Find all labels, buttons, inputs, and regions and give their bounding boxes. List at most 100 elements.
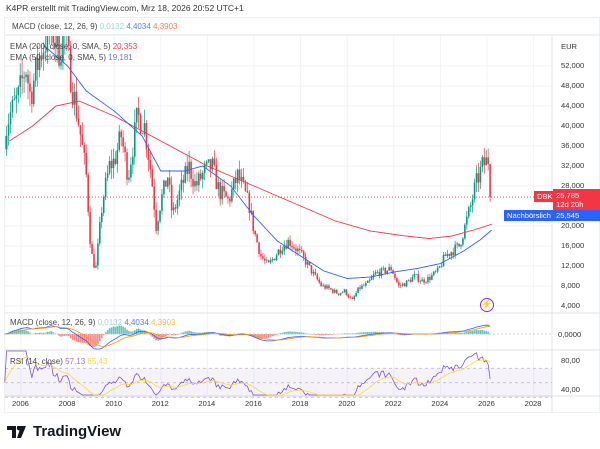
candle-body	[188, 161, 190, 174]
candle-body	[155, 209, 157, 231]
candle-body	[417, 274, 420, 282]
afterhours-tag: Nachbörslich	[504, 210, 554, 221]
tradingview-logo[interactable]: TradingView	[7, 423, 121, 440]
legend-ema200-name: EMA (200, close, 0, SMA, 5)	[10, 42, 111, 51]
macd-histogram-bar	[355, 333, 357, 335]
candle-body	[180, 179, 183, 191]
time-axis-tick: 2024	[431, 399, 449, 408]
candle-body	[38, 55, 41, 71]
candle-body	[91, 243, 93, 254]
macd-histogram-bar	[291, 331, 293, 335]
legend-macd-pane[interactable]: MACD (close, 12, 26, 9) 0,0132 4,4034 4,…	[10, 318, 175, 327]
rsi-axis-tick-80: 80,00	[561, 356, 581, 365]
candle-body	[56, 36, 58, 47]
macd-histogram-bar	[149, 334, 152, 336]
candle-body	[159, 210, 161, 222]
candle-body	[58, 36, 60, 66]
last-price-tag: 25,785 12d 20h	[553, 189, 600, 210]
macd-histogram-bar	[242, 333, 245, 335]
candle-body	[248, 192, 251, 214]
rsi-ma-line	[4, 356, 491, 396]
candle-body	[89, 211, 91, 244]
candle-body	[79, 125, 82, 135]
macd-histogram-bar	[485, 330, 488, 335]
candle-body	[170, 184, 173, 211]
macd-histogram-bar	[50, 331, 53, 335]
legend-ema200-value: 20,353	[112, 42, 138, 51]
macd-histogram-bar	[71, 334, 74, 341]
macd-histogram-bar	[283, 332, 286, 335]
macd-histogram-bar	[135, 328, 138, 335]
macd-axis-tick: 0,0000	[558, 330, 582, 339]
candle-body	[126, 152, 128, 180]
candle-body	[31, 91, 33, 104]
legend-ema50[interactable]: EMA (50, close, 0, SMA, 5) 19,181	[10, 53, 133, 62]
legend-rsi-name: RSI (14, close)	[10, 357, 63, 366]
candle-body	[33, 80, 35, 104]
macd-histogram-bar	[69, 334, 72, 339]
legend-rsi[interactable]: RSI (14, close) 57,13 85,43	[10, 357, 107, 366]
macd-histogram-bar	[66, 334, 68, 336]
candle-body	[87, 174, 89, 212]
candle-body	[267, 260, 270, 263]
macd-histogram-bar	[118, 325, 121, 335]
candle-body	[452, 252, 455, 256]
currency-label: EUR	[561, 42, 578, 51]
macd-histogram-bar	[363, 332, 365, 335]
candle-body	[462, 238, 464, 245]
candle-body	[473, 182, 476, 200]
candle-body	[302, 251, 305, 257]
candle-body	[283, 245, 286, 251]
candle-body	[464, 224, 466, 239]
candle-body	[192, 178, 194, 187]
candle-body	[322, 285, 324, 287]
candle-body	[172, 207, 175, 211]
candle-body	[196, 181, 198, 186]
candle-body	[471, 199, 474, 206]
macd-histogram-bar	[475, 329, 478, 335]
macd-histogram-bar	[95, 334, 97, 347]
candle-body	[335, 290, 338, 294]
candle-body	[100, 212, 103, 223]
time-axis-tick: 2020	[338, 399, 356, 408]
macd-histogram-bar	[174, 334, 177, 336]
macd-histogram-bar	[267, 334, 270, 338]
candle-body	[62, 36, 64, 62]
candle-body	[382, 267, 385, 269]
macd-histogram-bar	[271, 334, 274, 337]
candle-body	[365, 282, 367, 286]
candle-body	[436, 267, 439, 272]
lightning-event-icon[interactable]: ⚡	[480, 298, 494, 312]
candle-body	[201, 172, 204, 180]
ema50-line	[44, 45, 492, 279]
candle-body	[44, 51, 47, 53]
candle-body	[386, 270, 388, 274]
price-axis-tick: 20,000	[561, 221, 585, 230]
candle-body	[9, 112, 12, 125]
legend-rsi-value: 57,13	[65, 357, 86, 366]
candle-body	[349, 297, 352, 298]
macd-histogram-bar	[467, 331, 470, 335]
candle-body	[40, 55, 43, 60]
candle-body	[13, 98, 16, 100]
symbol-tag: DBK	[534, 191, 556, 202]
price-axis-tick: 40,000	[561, 121, 585, 130]
candle-body	[287, 239, 289, 249]
candle-body	[73, 91, 76, 105]
legend-macd-top[interactable]: MACD (close, 12, 26, 9) 0,0132 4,4034 4,…	[10, 21, 180, 32]
macd-histogram-bar	[170, 334, 173, 336]
candle-body	[419, 281, 422, 282]
macd-histogram-bar	[60, 334, 62, 337]
macd-histogram-bar	[163, 334, 165, 338]
candle-body	[203, 164, 206, 173]
candle-body	[370, 277, 373, 280]
candle-body	[209, 159, 212, 170]
macd-histogram-bar	[112, 326, 115, 335]
legend-ema200[interactable]: EMA (200, close, 0, SMA, 5) 20,353	[10, 42, 137, 51]
macd-histogram-bar	[199, 332, 202, 335]
candle-body	[337, 293, 340, 295]
candle-body	[223, 185, 225, 192]
candle-body	[139, 114, 142, 134]
candle-body	[353, 296, 355, 299]
